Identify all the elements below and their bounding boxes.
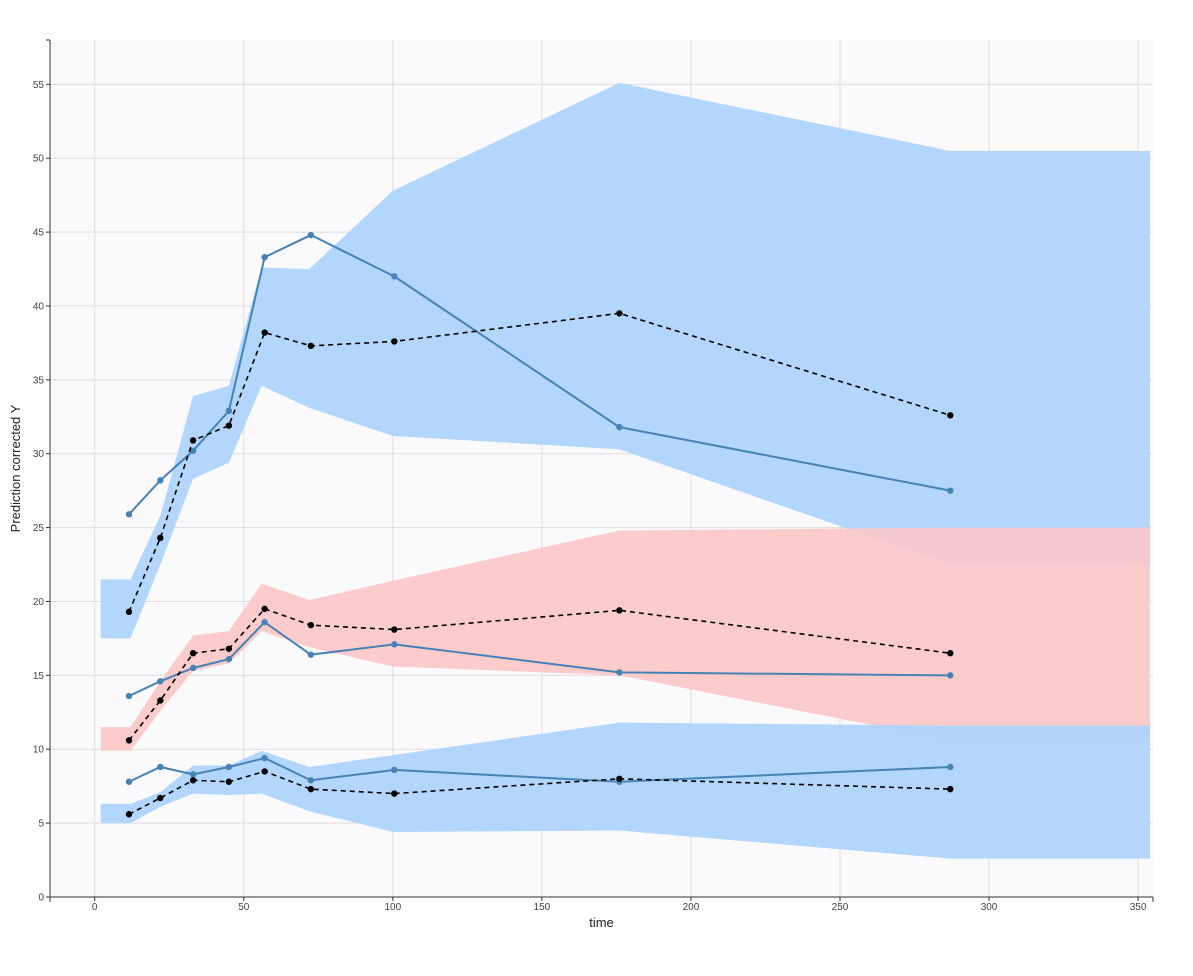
y-tick-label: 0 [38,893,44,904]
y-tick-label: 15 [33,671,45,682]
x-tick-label: 50 [238,902,250,913]
data-series [125,231,954,818]
y-tick-label: 55 [33,80,45,91]
prediction-intervals [100,82,1151,859]
series-line-predicted-upper [128,312,951,613]
x-tick-label: 100 [384,902,401,913]
point-observed-lower [307,777,315,784]
point-observed-upper [225,407,233,415]
point-predicted-upper [307,342,315,350]
point-predicted-lower [307,785,315,793]
point-observed-median [157,678,164,685]
point-observed-lower [157,763,164,771]
point-observed-upper [261,254,268,261]
point-observed-median [391,641,398,648]
point-predicted-upper [157,534,164,542]
point-predicted-median [225,645,233,652]
point-predicted-median [125,737,133,744]
point-predicted-lower [616,775,623,782]
point-predicted-lower [225,778,233,785]
point-predicted-median [157,697,164,704]
point-predicted-lower [125,811,133,818]
point-observed-upper [125,511,133,518]
y-tick-label: 50 [33,154,45,165]
point-observed-lower [225,763,233,771]
y-tick-label: 10 [33,745,45,756]
point-observed-upper [947,487,954,494]
point-predicted-upper [616,310,623,317]
point-predicted-upper [225,422,233,429]
point-observed-upper [307,231,315,239]
point-predicted-upper [189,437,197,444]
point-predicted-upper [947,412,954,419]
series-line-predicted-median [128,607,951,741]
point-predicted-upper [391,338,398,345]
point-predicted-lower [391,790,398,797]
band-lower [100,722,1151,859]
y-tick-label: 20 [33,597,45,608]
point-predicted-upper [125,608,133,616]
y-tick-label: 25 [33,523,45,534]
x-tick-label: 300 [981,902,998,913]
point-predicted-median [391,626,398,633]
point-observed-median [616,669,623,676]
point-observed-median [125,692,133,700]
x-tick-label: 250 [832,902,849,913]
point-predicted-upper [261,329,268,336]
x-tick-label: 350 [1130,902,1147,913]
x-axis-title: time [589,915,614,930]
point-observed-median [261,618,268,626]
point-observed-upper [157,477,164,484]
point-predicted-lower [947,785,954,793]
x-tick-label: 0 [92,902,98,913]
point-observed-upper [391,273,398,280]
point-predicted-median [947,649,954,657]
point-predicted-median [307,621,315,629]
point-observed-upper [189,447,197,454]
point-predicted-lower [261,768,268,775]
y-tick-label: 5 [38,819,44,830]
y-tick-label: 30 [33,449,45,460]
point-observed-lower [947,763,954,771]
band-upper [100,82,1151,639]
point-observed-median [307,651,315,658]
point-observed-upper [616,423,623,431]
x-tick-label: 150 [534,902,551,913]
point-predicted-median [616,607,623,614]
point-observed-lower [391,766,398,774]
point-observed-lower [125,778,133,785]
y-tick-label: 45 [33,228,45,239]
axes: 0 50 100 150 200 250 300 350 0 5 10 15 20 25 30 35 40 45 5… [33,39,1154,913]
band-median [100,527,1151,751]
point-predicted-lower [157,794,164,802]
x-tick-label: 200 [683,902,700,913]
point-observed-median [189,664,197,672]
point-observed-median [947,672,954,679]
point-predicted-lower [189,777,197,784]
point-observed-lower [261,754,268,762]
y-axis-title: Prediction corrected Y [8,404,23,532]
point-observed-median [225,655,233,663]
point-predicted-median [189,649,197,657]
point-observed-lower [189,771,197,778]
point-predicted-median [261,605,268,613]
y-tick-label: 35 [33,375,45,386]
y-tick-label: 40 [33,301,45,312]
